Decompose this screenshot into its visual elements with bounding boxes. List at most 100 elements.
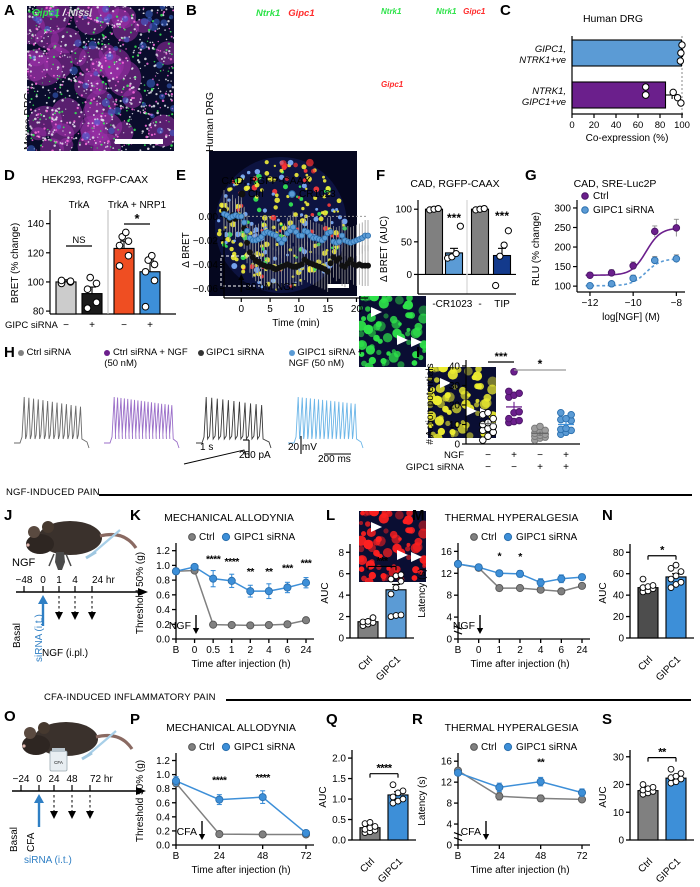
svg-text:0.4: 0.4: [156, 812, 170, 823]
svg-text:100: 100: [554, 282, 571, 293]
svg-text:GIPC1: GIPC1: [376, 856, 405, 885]
svg-text:2: 2: [248, 645, 254, 656]
panel-label-D: D: [4, 167, 15, 184]
svg-text:40: 40: [613, 591, 625, 602]
svg-text:Ctrl: Ctrl: [358, 856, 377, 875]
svg-text:0.6: 0.6: [156, 798, 170, 809]
legend-item-ctrl-ngf: Ctrl siRNA + NGF (50 nM): [104, 347, 193, 369]
svg-text:Ctrl: Ctrl: [636, 654, 655, 673]
svg-text:****: ****: [376, 763, 392, 775]
svg-text:GIPC1 siRNA: GIPC1 siRNA: [593, 205, 654, 216]
svg-text:-: -: [478, 299, 481, 310]
svg-text:−12: −12: [581, 298, 598, 309]
svg-text:5: 5: [267, 304, 273, 315]
panel-O-schematic: CFA −24 0 24 48 72 hr: [10, 709, 150, 884]
panel-B-inset-gipc1: [359, 511, 426, 582]
inset-label-gipc1: Gipc1: [381, 80, 404, 89]
overlay-ntrk1: Ntrk1: [256, 8, 281, 19]
svg-text:24 hr: 24 hr: [92, 575, 115, 586]
panel-D-title: HEK293, RGFP-CAAX: [41, 174, 149, 186]
svg-text:-: -: [432, 299, 435, 310]
svg-text:72 hr: 72 hr: [90, 774, 113, 785]
svg-text:2.0: 2.0: [332, 754, 346, 765]
panel-label-P: P: [130, 711, 141, 728]
panel-C-chart: GIPC1, NTRK1+ve NTRK1, GIPC1+ve 0 20 40 60 80 100…: [500, 28, 700, 158]
svg-text:10: 10: [293, 304, 305, 315]
svg-text:***: ***: [282, 562, 294, 574]
svg-text:4: 4: [72, 575, 78, 586]
panel-Q-chart: 0.0 0.5 1.0 1.5 2.0 AUC Ctrl GIPC1 ****: [318, 728, 418, 885]
panel-label-K: K: [130, 507, 141, 524]
svg-text:−: −: [485, 450, 491, 461]
svg-text:0.6: 0.6: [156, 590, 170, 601]
svg-text:Latency (s): Latency (s): [417, 568, 428, 617]
panel-label-R: R: [412, 711, 423, 728]
svg-text:+: +: [563, 450, 569, 461]
svg-text:Threshold 50% (g): Threshold 50% (g): [135, 552, 146, 634]
svg-text:120: 120: [27, 248, 44, 259]
panel-F-title: CAD, RGFP-CAAX: [410, 178, 500, 190]
svg-text:+: +: [89, 320, 95, 331]
svg-text:12: 12: [441, 569, 453, 580]
svg-text:GIPC1,: GIPC1,: [535, 44, 566, 55]
svg-text:−10: −10: [625, 298, 642, 309]
svg-text:0.0: 0.0: [332, 836, 346, 847]
panel-L-chart: 0 2 4 6 8 AUC Ctrl GIPC1 ***: [320, 522, 420, 683]
panel-G-svg: 100 150 200 250 300 −12 −10 −8 RLU (% change) log…: [531, 191, 685, 323]
legend-label-3: GIPC1 siRNA: [206, 347, 265, 358]
svg-text:−: −: [485, 462, 491, 473]
svg-text:Δ BRET (AUC): Δ BRET (AUC): [379, 216, 390, 282]
panel-label-G: G: [525, 167, 537, 184]
svg-text:1.0: 1.0: [156, 561, 170, 572]
panel-G-chart: 100 150 200 250 300 −12 −10 −8 RLU (% change) log…: [525, 188, 700, 334]
svg-text:GIPC siRNA: GIPC siRNA: [5, 320, 58, 331]
panel-J-schematic: −48 0 1 4 24 hr: [12, 508, 152, 678]
svg-text:12: 12: [441, 778, 453, 789]
svg-text:60: 60: [613, 569, 625, 580]
svg-text:NGF: NGF: [444, 450, 464, 461]
svg-text:20: 20: [449, 400, 461, 411]
panel-J-inject-label: NGF (i.pl.): [42, 648, 89, 659]
svg-text:B: B: [173, 851, 180, 862]
legend-dot-2: [104, 349, 111, 356]
panel-H-traces: [6, 378, 376, 468]
panel-K-chart: 0.0 0.2 0.4 0.6 0.8 1.0 1.2 B 0 0.5 1 2 4 6 24 Threshol…: [130, 521, 320, 681]
panel-A-micrograph: [27, 6, 174, 151]
svg-text:48: 48: [66, 774, 78, 785]
svg-text:AUC: AUC: [320, 582, 331, 603]
svg-text:4: 4: [446, 613, 452, 624]
svg-text:0: 0: [338, 634, 344, 645]
svg-text:50: 50: [401, 237, 413, 248]
panel-K-svg: 0.00.20.40.60.81.01.2B 0 0.5 1 2 4 6 24Threshol…: [135, 532, 314, 670]
panel-J-svg: −48 0 1 4 24 hr: [16, 521, 148, 626]
svg-text:4: 4: [538, 645, 544, 656]
panel-R-title: THERMAL HYPERALGESIA: [444, 722, 579, 734]
svg-text:0: 0: [454, 440, 460, 451]
panel-label-J: J: [4, 507, 13, 524]
scale-label-current: 250 pA: [239, 450, 271, 461]
panel-label-L: L: [326, 507, 336, 524]
svg-text:72: 72: [300, 851, 312, 862]
svg-text:1.0: 1.0: [332, 795, 346, 806]
inset3-svg: [359, 511, 426, 582]
legend-label-4: GIPC1 siRNA + NGF (50 nM): [288, 347, 364, 370]
svg-text:0.4: 0.4: [156, 605, 170, 616]
svg-text:30: 30: [449, 381, 461, 392]
svg-text:300: 300: [554, 203, 571, 214]
svg-text:2: 2: [338, 612, 344, 623]
svg-text:1: 1: [497, 645, 503, 656]
svg-text:GIPC1: GIPC1: [374, 654, 403, 683]
legend-dot-3: [197, 349, 204, 356]
svg-text:30: 30: [613, 752, 625, 763]
svg-text:*: *: [498, 550, 503, 562]
svg-text:8: 8: [338, 548, 344, 559]
svg-text:TrkA: TrkA: [69, 200, 90, 211]
svg-text:72: 72: [576, 851, 588, 862]
svg-text:100: 100: [27, 277, 44, 288]
panel-A-svg: [27, 6, 174, 151]
svg-text:**: **: [658, 747, 667, 759]
panel-E-title: CAD, RGFP-CAAX: [221, 175, 311, 187]
svg-text:Time after injection (h): Time after injection (h): [191, 865, 290, 876]
section-header-cfa: CFA-INDUCED INFLAMMATORY PAIN: [44, 692, 216, 703]
